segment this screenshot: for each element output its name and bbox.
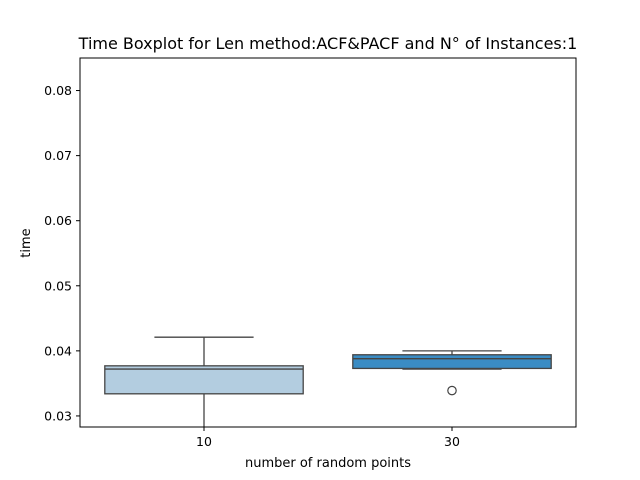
x-tick-label: 10 — [196, 434, 212, 449]
y-tick-label: 0.05 — [44, 278, 72, 293]
y-tick-label: 0.04 — [44, 343, 72, 358]
x-axis-label: number of random points — [245, 456, 411, 471]
y-tick-label: 0.08 — [44, 83, 72, 98]
plot-area — [104, 336, 552, 427]
y-axis: 0.03 0.04 0.05 0.06 0.07 0.08 — [44, 83, 80, 423]
x-axis: 10 30 — [196, 427, 460, 449]
box-10 — [104, 365, 304, 395]
box-30 — [352, 354, 552, 370]
boxes-group — [104, 336, 552, 427]
chart-title: Time Boxplot for Len method:ACF&PACF and… — [78, 34, 578, 53]
y-axis-label: time — [19, 228, 34, 257]
y-tick-label: 0.07 — [44, 148, 72, 163]
outlier-point — [447, 385, 457, 396]
plot-frame — [79, 57, 577, 428]
y-tick-label: 0.03 — [44, 408, 72, 423]
y-tick-label: 0.06 — [44, 213, 72, 228]
x-tick-label: 30 — [444, 434, 460, 449]
